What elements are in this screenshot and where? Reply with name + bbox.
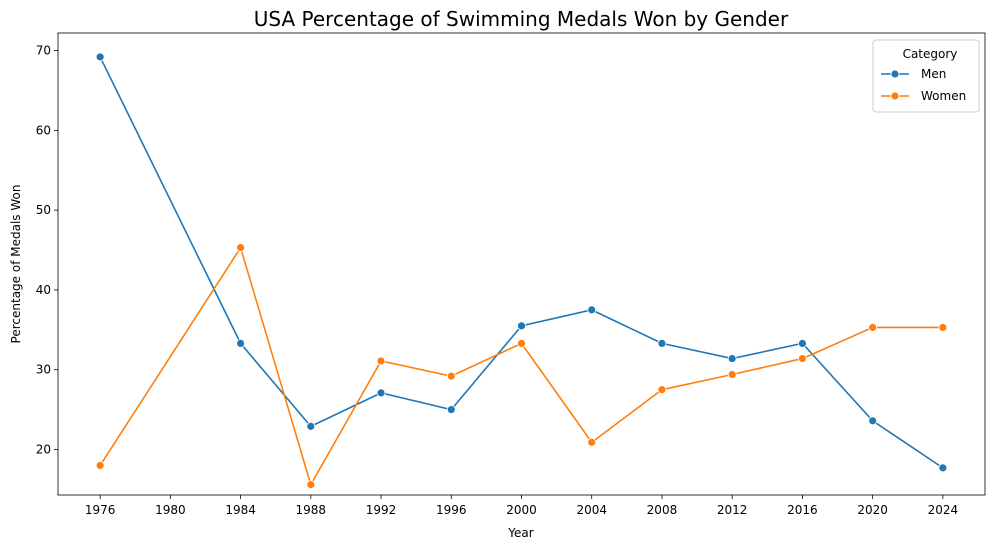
data-point-men [798,338,807,348]
data-point-men [517,321,526,331]
data-point-women [727,370,737,379]
data-point-women [95,461,105,470]
data-point-men [657,338,667,348]
x-tick-label: 1984 [225,503,256,517]
y-axis-label: Percentage of Medals Won [9,185,23,344]
x-axis: 1976 1980 1984 1988 1992 1996 2000 2004 2008 2012… [85,495,958,517]
data-point-men [306,421,316,431]
data-point-men [446,405,456,415]
y-tick-label: 40 [36,283,51,297]
y-tick-label: 30 [36,363,51,377]
legend-label-men: Men [921,67,946,81]
data-point-men [868,416,878,426]
chart-title: USA Percentage of Swimming Medals Won by… [254,7,789,31]
data-point-men [95,52,105,62]
data-point-women [798,354,807,363]
data-point-women [657,385,667,395]
data-point-women [306,480,316,490]
data-point-women [938,323,948,332]
x-tick-label: 2008 [647,503,678,517]
data-point-women [868,323,878,332]
legend-label-women: Women [921,89,966,103]
data-point-women [446,371,456,381]
x-tick-label: 2000 [506,503,537,517]
x-tick-label: 1992 [366,503,397,517]
y-tick-label: 20 [36,443,51,457]
x-tick-label: 2024 [928,503,959,517]
legend-box [872,39,980,113]
data-point-men [938,463,948,473]
x-tick-label: 2012 [717,503,748,517]
y-tick-label: 50 [36,203,51,217]
data-point-women [236,243,245,253]
y-tick-label: 70 [36,44,51,58]
y-axis: 20 30 40 50 60 70 [36,44,58,457]
y-tick-label: 60 [36,123,51,137]
legend-title: Category [903,47,958,61]
x-tick-label: 1996 [436,503,467,517]
series-layer [95,52,948,490]
x-tick-label: 2020 [857,503,888,517]
data-point-women [376,356,386,366]
series-line-women [99,245,943,487]
x-tick-label: 1980 [155,503,186,517]
x-tick-label: 2004 [576,503,607,517]
data-point-men [727,354,737,363]
legend-marker-men [890,69,900,79]
data-point-men [587,305,597,315]
x-tick-label: 1976 [85,503,116,517]
series-men [95,52,948,473]
data-point-men [376,388,386,398]
legend: Category Men Women [872,39,980,113]
plot-area [57,32,986,496]
x-tick-label: 1988 [296,503,327,517]
series-women [95,243,948,490]
x-tick-label: 2016 [787,503,818,517]
x-axis-label: Year [507,526,533,540]
data-point-men [236,338,245,348]
series-line-men [99,56,944,469]
data-point-women [587,437,597,447]
data-point-women [517,338,526,348]
legend-marker-women [890,91,900,101]
